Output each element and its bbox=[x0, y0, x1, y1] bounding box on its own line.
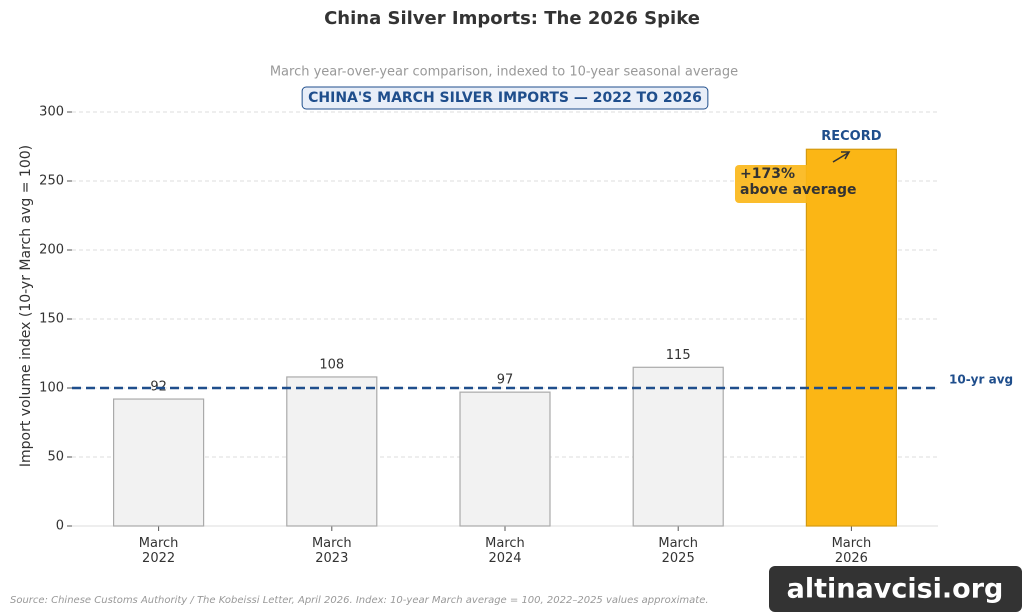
arrow bbox=[832, 151, 851, 163]
y-tick-label: 50 bbox=[47, 450, 64, 465]
record-label: RECORD bbox=[821, 129, 881, 144]
y-axis-title: Import volume index (10-yr March avg = 1… bbox=[18, 145, 34, 467]
bar bbox=[112, 398, 205, 527]
watermark: altinavcisi.org bbox=[787, 574, 1004, 605]
watermark-box bbox=[769, 566, 1022, 612]
y-tick-label: 300 bbox=[39, 105, 64, 120]
y-tick-label: 150 bbox=[39, 312, 64, 327]
bar bbox=[632, 366, 724, 527]
annotation-box bbox=[735, 165, 860, 203]
source-note: Source: Chinese Customs Authority / The … bbox=[10, 595, 709, 606]
value-label: 115 bbox=[666, 348, 691, 363]
x-tick-label: March 2024 bbox=[485, 536, 525, 566]
x-tick-label: March 2023 bbox=[312, 536, 352, 566]
x-tick-label: March 2025 bbox=[658, 536, 698, 566]
reference-label: 10-yr avg bbox=[949, 373, 1013, 387]
banner-box bbox=[301, 86, 709, 110]
y-tick-label: 0 bbox=[56, 519, 64, 534]
x-tick-label: March 2022 bbox=[139, 536, 179, 566]
chart-title: China Silver Imports: The 2026 Spike bbox=[324, 8, 700, 29]
bar bbox=[459, 391, 551, 527]
x-tick-label: March 2026 bbox=[832, 536, 872, 566]
banner: CHINA'S MARCH SILVER IMPORTS — 2022 TO 2… bbox=[308, 90, 702, 106]
value-label: 97 bbox=[497, 373, 514, 388]
bar bbox=[805, 148, 898, 527]
y-tick-label: 250 bbox=[39, 174, 64, 189]
value-label: 108 bbox=[319, 357, 344, 372]
y-tick-label: 100 bbox=[39, 381, 64, 396]
chart-subtitle: March year-over-year comparison, indexed… bbox=[270, 65, 738, 80]
bar bbox=[286, 376, 378, 527]
annotation: +173% above average bbox=[740, 166, 857, 198]
y-tick-label: 200 bbox=[39, 243, 64, 258]
